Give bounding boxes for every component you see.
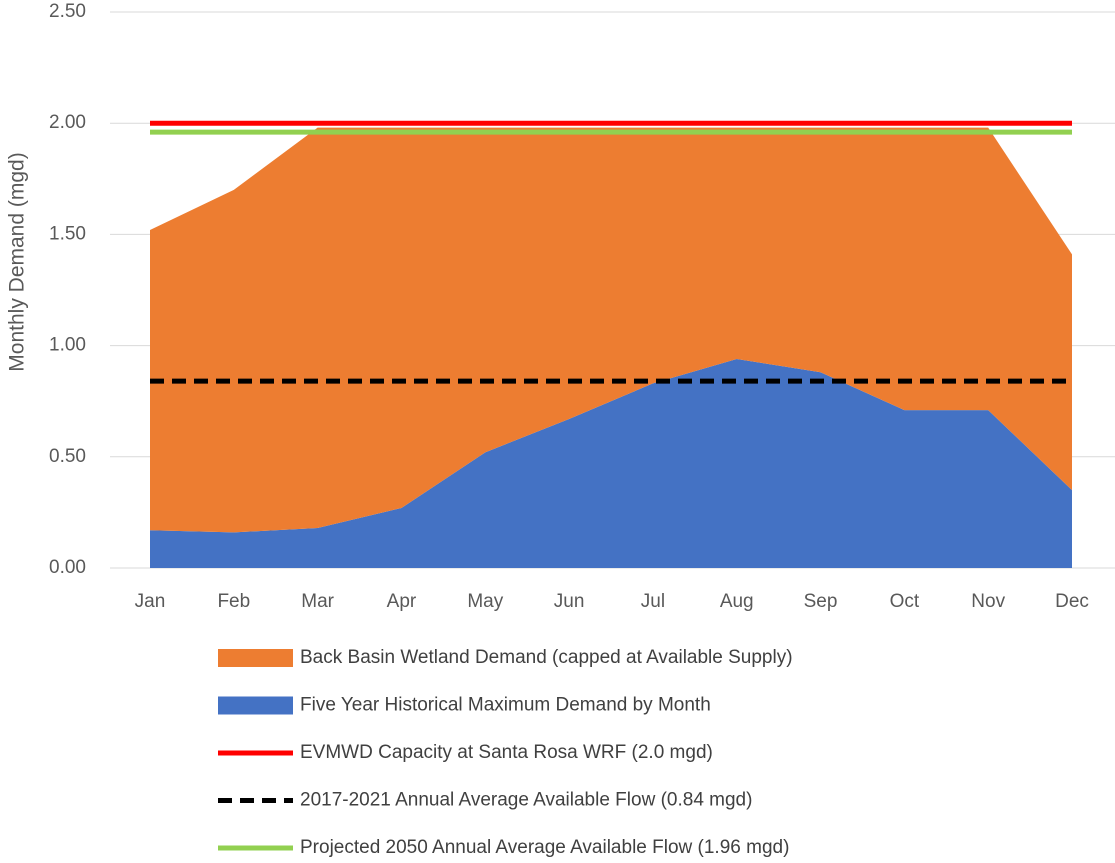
x-tick-label: Nov [971, 591, 1005, 612]
legend-label: 2017-2021 Annual Average Available Flow … [300, 790, 752, 811]
legend-label: Back Basin Wetland Demand (capped at Ava… [300, 647, 793, 668]
x-tick-label: Aug [720, 591, 754, 612]
legend-label: Five Year Historical Maximum Demand by M… [300, 695, 711, 716]
y-tick-label: 0.50 [49, 446, 86, 467]
legend-swatch [218, 696, 293, 715]
y-tick-label: 1.00 [49, 335, 86, 356]
legend-label: Projected 2050 Annual Average Available … [300, 837, 789, 858]
x-tick-label: May [467, 591, 503, 612]
legend-swatch [218, 649, 293, 667]
x-tick-label: Dec [1055, 591, 1089, 612]
x-tick-label: Apr [387, 591, 417, 612]
legend-label: EVMWD Capacity at Santa Rosa WRF (2.0 mg… [300, 742, 713, 763]
x-tick-label: Jul [641, 591, 665, 612]
x-tick-label: Jun [554, 591, 585, 612]
y-tick-label: 2.50 [49, 1, 86, 22]
y-tick-label: 1.50 [49, 223, 86, 244]
x-tick-label: Feb [217, 591, 250, 612]
x-tick-label: Jan [135, 591, 166, 612]
area [150, 358, 1072, 568]
y-axis-label: Monthly Demand (mgd) [6, 152, 29, 371]
x-tick-label: Sep [804, 591, 838, 612]
y-tick-label: 0.00 [49, 557, 86, 578]
y-tick-label: 2.00 [49, 112, 86, 133]
area [150, 127, 1072, 533]
x-tick-label: Oct [890, 591, 920, 612]
x-tick-label: Mar [301, 591, 334, 612]
